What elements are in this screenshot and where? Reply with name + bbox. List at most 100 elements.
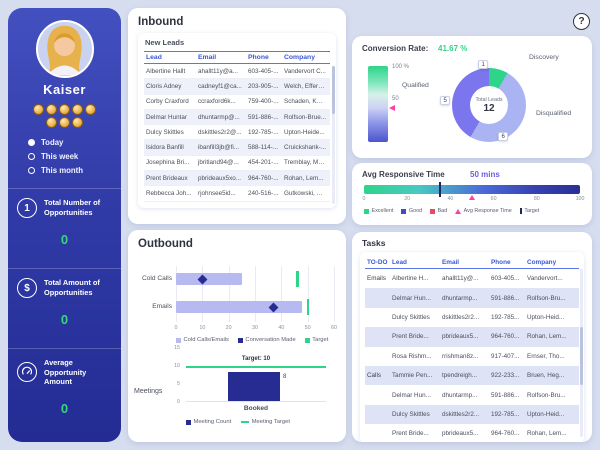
team-avatar[interactable] [72,104,83,115]
emails-bar[interactable] [176,301,303,313]
help-button[interactable]: ? [573,13,590,30]
user-name: Kaiser [43,82,86,97]
filter-this-week[interactable]: This week [28,152,121,161]
table-row[interactable]: Prent Bride... pbrideaux5... 964-760... Roh… [365,327,579,347]
team-avatar[interactable] [33,104,44,115]
target-line [296,271,299,287]
table-row[interactable]: Prent Bride... pbrideaux5... 964-760... Roh… [365,424,579,442]
table-row[interactable]: Isidora Banfill ibanfill3jb@fi... 588-114-… [144,140,330,156]
team-avatar[interactable] [46,117,57,128]
inbound-title: Inbound [138,16,184,28]
table-cell: ahallt11y@a... [198,67,238,75]
table-cell: 192-785... [491,313,520,321]
meeting-count-swatch-icon [186,419,191,425]
gridline [281,266,283,322]
metric-average-opportunity-amount: Average Opportunity Amount 0 [8,348,121,428]
dollar-icon: $ [17,278,37,298]
table-cell: Rohan, Lem... [284,174,324,182]
table-cell: 240-516-... [248,190,279,198]
team-avatar[interactable] [46,104,57,115]
table-row[interactable]: Rosa Rishm... rrishman8z... 917-407... Erns… [365,347,579,366]
filter-this-month[interactable]: This month [28,166,121,175]
table-row[interactable]: Dulcy Skittles dskittles2r2... 192-785... U… [365,404,579,425]
leads-donut[interactable]: Total Leads 12 [452,68,526,142]
table-row[interactable]: Josephina Bri... jbritland94@... 454-201-.… [144,156,330,172]
table-row[interactable]: Albertine Hallt ahallt11y@a... 603-405-...… [144,64,330,80]
column-header[interactable]: Phone [248,54,269,61]
table-cell: 203-905-... [248,82,279,90]
table-cell: 591-886... [491,391,520,399]
table-cell: Rebbecca Joh... [146,190,192,198]
axis-tick: 5 [177,381,180,387]
table-cell: Isidora Banfill [146,144,184,152]
column-header[interactable]: Company [284,54,315,61]
column-header[interactable]: Company [527,258,557,266]
column-header[interactable]: Email [442,258,460,266]
cold-calls-bar[interactable] [176,273,242,285]
table-cell: ibanfill3jb@fi... [198,144,240,152]
table-row[interactable]: Dulcy Skittles dskittles2r2... 192-785... U… [365,308,579,327]
segment-value-discovery: 1 [478,60,489,69]
meetings-bar[interactable] [228,372,280,401]
gauge-tick-50: 50 [392,96,399,102]
table-row[interactable]: Delmar Hun... dhuntarmp... 591-886... Rolfs… [365,385,579,404]
table-row[interactable]: Emails Albertine H... ahallt11y@... 603-405… [365,269,579,288]
table-row[interactable]: Delmar Hun... dhuntarmp... 591-886... Rolfs… [365,288,579,308]
new-leads-scrollbar[interactable] [331,66,335,204]
response-gauge-legend: Excellent Good Bad Avg Response Time Tar… [364,208,539,214]
gauge-tick-100: 100 % [392,64,410,70]
column-header[interactable]: Phone [491,258,511,266]
tasks-scrollbar[interactable] [579,269,583,437]
excellent-swatch-icon [364,208,369,214]
axis-tick: 20 [225,325,232,331]
segment-label-disqualified: Disqualified [536,110,572,117]
table-cell: 759-400-... [248,98,279,106]
table-cell: Cloris Adney [146,82,182,90]
todo-group-label: Calls [367,372,381,380]
table-cell: 591-886-... [248,113,279,121]
todo-group-label: Emails [367,275,386,283]
user-avatar[interactable] [35,20,94,78]
legend-item: Avg Response Time [455,208,512,214]
team-avatar[interactable] [85,104,96,115]
table-row[interactable]: Delmar Huntar dhuntarmp@... 591-886-... Rol… [144,109,330,126]
scrollbar-thumb[interactable] [579,327,583,385]
table-cell: Albertine H... [392,275,429,283]
team-avatar[interactable] [59,117,70,128]
table-cell: dskittles2r2... [442,313,480,321]
table-row[interactable]: Dulcy Skittles dskittles2r2@... 192-785-..… [144,125,330,141]
team-avatar[interactable] [59,104,70,115]
metric-label: Total Amount of Opportunities [44,278,100,297]
segment-value-disqualified: 6 [498,132,509,141]
legend-item: Excellent [364,208,393,214]
meetings-plot: Target: 10 8 [186,348,326,402]
table-cell: rrishman8z... [442,352,479,360]
table-cell: Josephina Bri... [146,159,190,167]
avatar-image [37,22,91,75]
column-header[interactable]: TO-DO [367,258,388,266]
table-cell: Dulcy Skittles [392,313,430,321]
table-cell: Delmar Huntar [146,113,187,121]
column-header[interactable]: Email [198,54,217,61]
gauge-marker-icon [389,105,395,111]
table-cell: cadneyf1@ca... [198,82,242,90]
avg-response-value: 50 mins [470,170,500,179]
table-cell: Upton-Heid... [527,313,565,321]
table-cell: Rolfson-Bru... [527,294,566,302]
team-avatar[interactable] [72,117,83,128]
table-row[interactable]: Calls Tammie Pen... tpendreigh... 922-233..… [365,365,579,386]
column-header[interactable]: Lead [146,54,162,61]
table-cell: Delmar Hun... [392,294,431,302]
segment-label-qualified: Qualified [402,82,429,89]
table-row[interactable]: Prent Brideaux pbrideaux5xo... 964-760-...… [144,171,330,187]
scrollbar-thumb[interactable] [331,66,335,114]
outbound-title: Outbound [138,238,193,250]
filter-today[interactable]: Today [28,138,121,147]
metric-value: 0 [60,232,69,247]
conversion-card: Conversion Rate: 41.67 % 100 % 50 Total … [352,36,592,158]
column-header[interactable]: Lead [392,258,407,266]
table-row[interactable]: Rebbecca Joh... rjohnsee5id... 240-516-...… [144,186,330,202]
table-row[interactable]: Cloris Adney cadneyf1@ca... 203-905-... Wel… [144,79,330,95]
table-row[interactable]: Corby Craxford ccraxford6k... 759-400-... S… [144,95,330,110]
calls-legend: Cold Calls/Emails Conversation Made Targ… [176,337,328,343]
